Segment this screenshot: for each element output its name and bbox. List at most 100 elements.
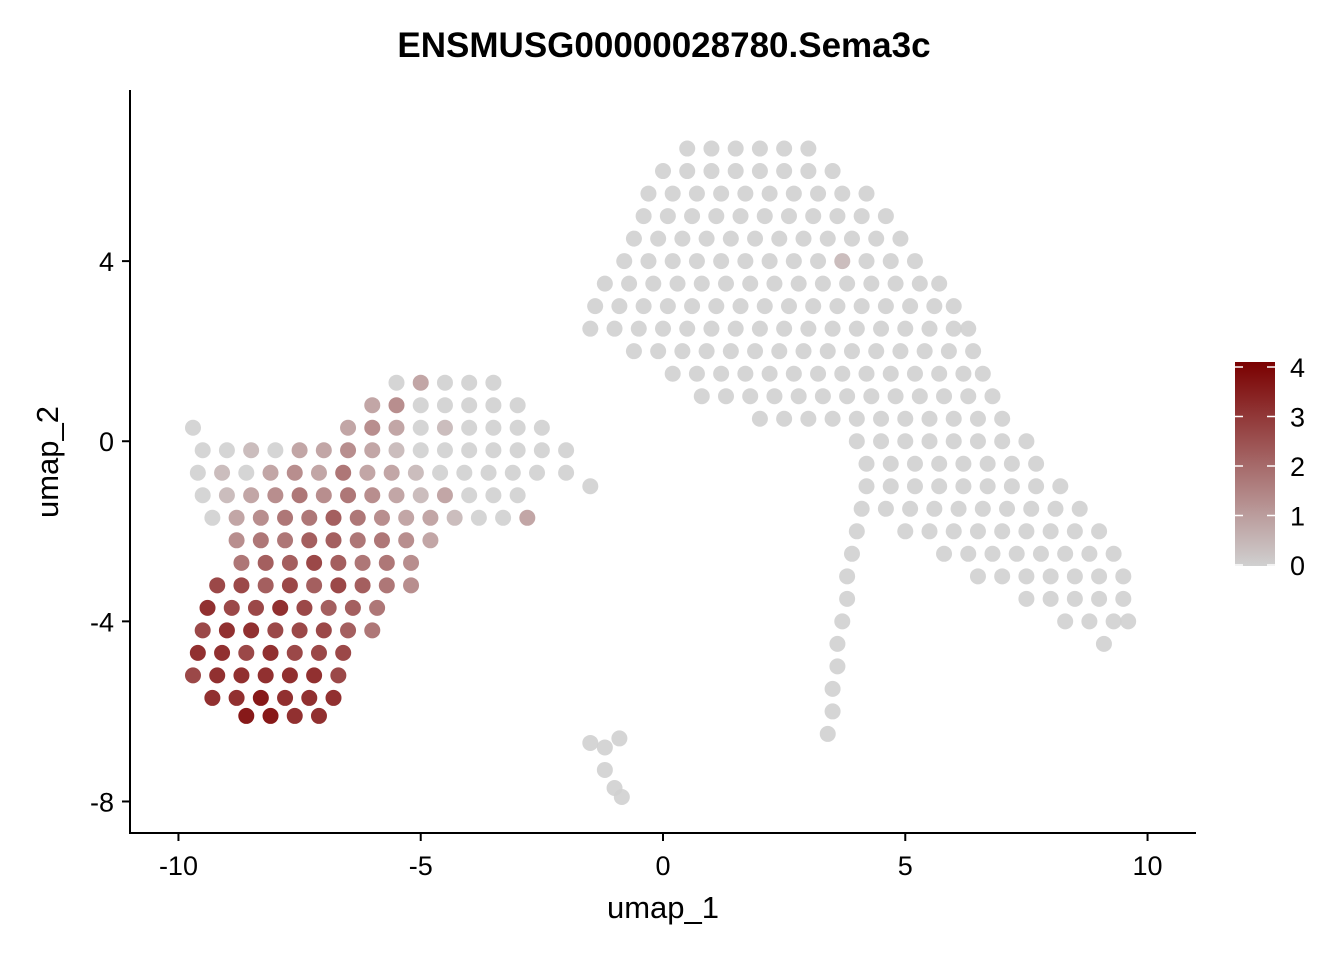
data-point	[485, 487, 502, 504]
data-point	[722, 343, 739, 360]
data-point	[655, 163, 671, 180]
data-point	[737, 365, 754, 382]
data-point	[582, 734, 599, 751]
data-point	[1047, 500, 1064, 517]
data-point	[969, 410, 986, 427]
data-point	[412, 419, 429, 436]
data-point	[703, 163, 720, 180]
data-point	[742, 275, 759, 292]
data-point	[1028, 478, 1045, 495]
data-point	[267, 622, 284, 639]
data-point	[1081, 613, 1098, 630]
data-point	[664, 365, 681, 382]
data-point	[456, 464, 473, 481]
data-point	[960, 545, 977, 562]
data-point	[436, 374, 453, 391]
data-point	[790, 275, 807, 292]
data-point	[790, 388, 807, 405]
data-point	[921, 523, 938, 540]
data-point	[688, 185, 705, 202]
data-point	[398, 532, 415, 549]
x-ticks: -10 -5 0 5 10	[159, 833, 1163, 881]
data-point	[388, 442, 405, 459]
data-point	[257, 577, 274, 594]
data-point	[359, 464, 376, 481]
data-point	[558, 464, 575, 481]
data-point	[771, 343, 788, 360]
data-point	[412, 487, 429, 504]
data-point	[1095, 635, 1112, 652]
data-point	[315, 622, 332, 639]
data-point	[228, 689, 245, 706]
data-point	[800, 140, 817, 157]
data-point	[587, 298, 604, 315]
data-point	[243, 487, 260, 504]
data-point	[412, 442, 429, 459]
data-point	[209, 667, 226, 684]
data-point	[684, 298, 701, 315]
data-point	[238, 707, 255, 724]
data-point	[708, 208, 725, 225]
data-point	[945, 410, 962, 427]
data-point	[853, 298, 870, 315]
data-point	[936, 388, 953, 405]
data-point	[1105, 545, 1122, 562]
data-point	[858, 185, 875, 202]
data-point	[1071, 500, 1088, 517]
data-point	[853, 500, 870, 517]
data-point	[218, 442, 235, 459]
data-point	[310, 644, 327, 661]
data-point	[824, 320, 841, 337]
data-point	[800, 410, 817, 427]
data-point	[814, 388, 831, 405]
data-point	[485, 442, 502, 459]
data-point	[252, 509, 269, 526]
x-tick-label: -10	[159, 851, 198, 881]
data-point	[892, 343, 909, 360]
data-point	[669, 275, 686, 292]
colorbar-tick-label: 1	[1290, 502, 1305, 532]
data-point	[960, 388, 977, 405]
data-point	[436, 442, 453, 459]
data-point	[364, 419, 381, 436]
data-point	[640, 253, 657, 270]
data-point	[921, 433, 938, 450]
data-point	[480, 464, 497, 481]
data-point	[664, 253, 681, 270]
data-point	[344, 599, 361, 616]
data-point	[461, 442, 478, 459]
data-point	[306, 554, 323, 571]
data-point	[354, 554, 371, 571]
data-point	[1018, 523, 1035, 540]
data-point	[824, 703, 841, 720]
data-point	[291, 442, 308, 459]
data-point	[504, 464, 521, 481]
data-point	[281, 554, 298, 571]
data-point	[810, 253, 827, 270]
data-point	[1003, 455, 1020, 472]
data-point	[369, 599, 386, 616]
data-point	[281, 577, 298, 594]
y-tick-label: 0	[99, 427, 114, 457]
data-point	[727, 140, 744, 157]
data-point	[921, 410, 938, 427]
data-point	[887, 275, 904, 292]
data-point	[848, 320, 865, 337]
data-point	[398, 509, 415, 526]
data-point	[679, 163, 696, 180]
data-point	[839, 568, 856, 585]
data-point	[364, 622, 381, 639]
data-point	[902, 298, 919, 315]
data-point	[509, 397, 526, 414]
data-point	[1057, 545, 1074, 562]
data-point	[737, 253, 754, 270]
data-point	[931, 478, 948, 495]
data-point	[388, 487, 405, 504]
data-point	[388, 374, 405, 391]
data-point	[184, 419, 201, 436]
data-point	[824, 410, 841, 427]
data-point	[189, 644, 206, 661]
data-point	[306, 667, 323, 684]
data-point	[776, 320, 793, 337]
data-point	[679, 140, 696, 157]
